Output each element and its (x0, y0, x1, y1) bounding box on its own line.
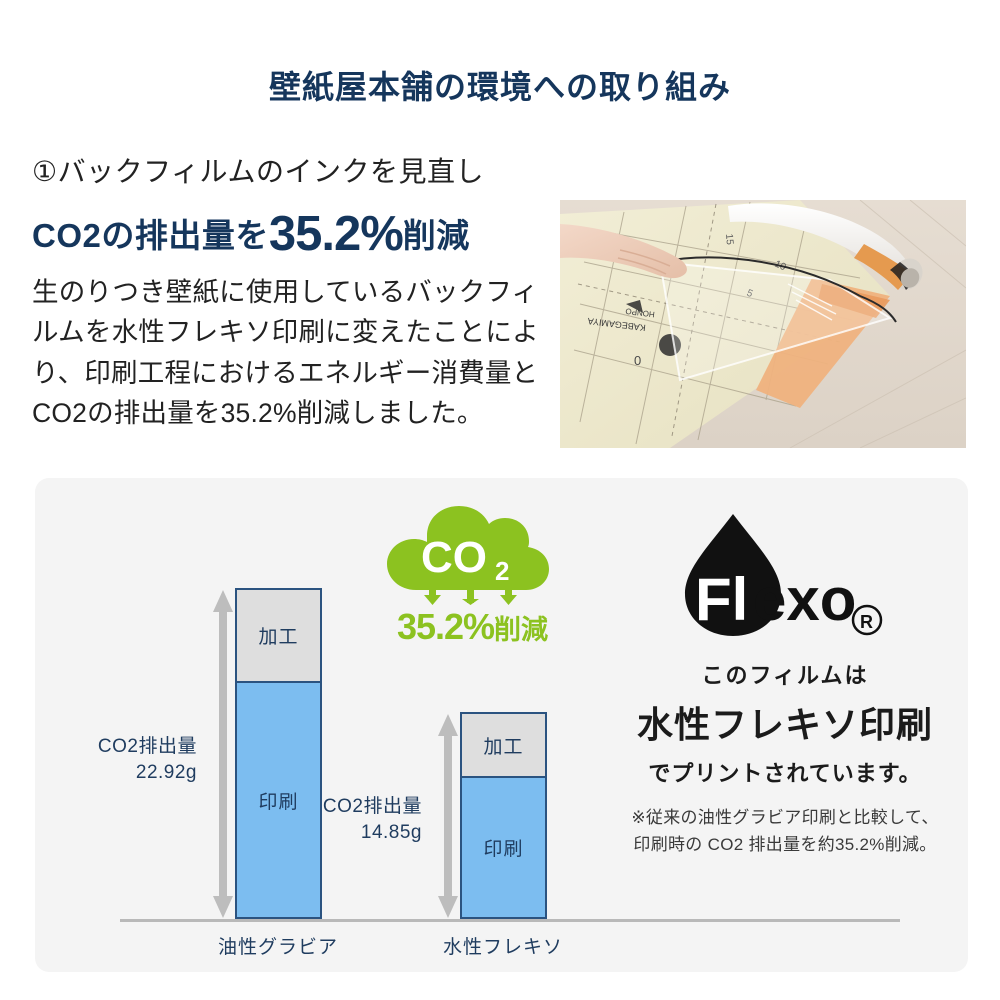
co2-cloud-label: CO (421, 533, 487, 582)
bar-oil-gravure: 加工 印刷 (235, 588, 322, 919)
co2-reduction-text: 35.2%削減 (365, 606, 580, 648)
co2-reduction-value: 35.2% (396, 606, 495, 647)
co2-cloud-subscript: 2 (495, 556, 509, 586)
svg-text:Fl: Fl (695, 566, 748, 633)
body-copy: 生のりつき壁紙に使用しているバックフィルムを水性フレキソ印刷に変えたことにより、… (32, 277, 539, 428)
headline-suffix: 削減 (402, 217, 470, 254)
svg-text:HONPO: HONPO (625, 306, 655, 319)
co2-reduction-word: 削減 (494, 615, 549, 645)
chart-baseline (120, 919, 900, 922)
value-label-flexo: CO2排出量 14.85g (270, 794, 422, 845)
flexo-logo: Fl exo R (655, 508, 915, 648)
x-label-water-flexo: 水性フレキソ (442, 937, 563, 958)
x-label-oil-gravure: 油性グラビア (217, 937, 338, 958)
flexo-note: ※従来の油性グラビア印刷と比較して、 印刷時の CO2 排出量を約35.2%削減… (605, 804, 965, 858)
flexo-note-line-1: ※従来の油性グラビア印刷と比較して、 (631, 808, 939, 827)
svg-text:exo: exo (753, 566, 856, 633)
bar-segment-print-2: 印刷 (462, 778, 545, 917)
bar-water-flexo: 加工 印刷 (460, 712, 547, 919)
flexo-info-block: Fl exo R このフィルムは 水性フレキソ印刷 でプリントされています。 ※… (605, 508, 965, 858)
bar-segment-process-2: 加工 (462, 714, 545, 778)
value-label-oil: CO2排出量 22.92g (45, 734, 197, 785)
flexo-line-2: 水性フレキソ印刷 (636, 704, 933, 745)
photo-illustration: KABEGAMIYA HONPO 0 10 5 15 (560, 200, 966, 448)
headline-value: 35.2% (268, 207, 404, 261)
flexo-line-3: でプリントされています。 (648, 761, 922, 786)
value-caption-flexo: CO2排出量 (322, 796, 422, 817)
headline-prefix: CO2の排出量を (32, 217, 269, 254)
flexo-note-line-2: 印刷時の CO2 排出量を約35.2%削減。 (633, 835, 937, 855)
svg-text:R: R (860, 612, 873, 632)
value-amount-flexo: 14.85g (360, 821, 422, 843)
headline: CO2の排出量を35.2%削減 (32, 205, 562, 264)
bar-segment-process: 加工 (237, 590, 320, 683)
measure-arrow-flexo (437, 714, 459, 918)
value-caption-oil: CO2排出量 (97, 736, 197, 757)
co2-bar-chart: 加工 印刷 CO2排出量 22.92g 油性グラビア 加工 印刷 (35, 478, 900, 972)
svg-text:5: 5 (745, 288, 755, 300)
measure-arrow-oil (212, 590, 234, 918)
bar-segment-print: 印刷 (237, 683, 320, 917)
product-photo: KABEGAMIYA HONPO 0 10 5 15 (560, 200, 966, 448)
svg-text:15: 15 (723, 233, 735, 245)
comparison-panel: 加工 印刷 CO2排出量 22.92g 油性グラビア 加工 印刷 (35, 478, 968, 972)
section-lead: ①バックフィルムのインクを見直し (32, 156, 484, 187)
svg-text:0: 0 (634, 353, 641, 368)
co2-cloud-icon: CO 2 (383, 500, 559, 605)
flexo-line-1: このフィルムは (701, 663, 869, 688)
page-title: 壁紙屋本舗の環境への取り組み (268, 69, 731, 105)
value-amount-oil: 22.92g (135, 761, 197, 783)
